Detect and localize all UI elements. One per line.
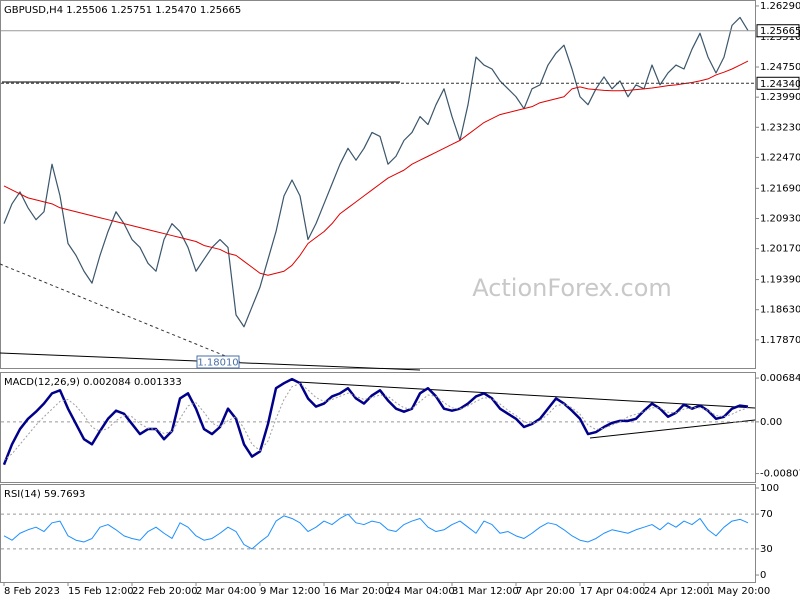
x-tick-label: 1 May 20:00	[708, 586, 770, 597]
series-line	[3, 16, 749, 328]
annotation: 1.18010	[197, 358, 238, 369]
x-tick-label: 8 Feb 2023	[4, 586, 60, 597]
y-tick-label: 1.17870	[760, 335, 800, 346]
price-label-box	[756, 76, 800, 90]
x-tick-label: 22 Feb 20:00	[132, 586, 198, 597]
y-tick-label: 0	[760, 570, 766, 581]
price-label: 1.24340	[760, 79, 800, 90]
y-tick-label: 1.20930	[760, 214, 800, 225]
y-tick-label: -0.008079	[760, 469, 800, 480]
rsi-panel	[0, 484, 756, 583]
y-tick-label: 70	[760, 509, 773, 520]
series-line	[3, 60, 749, 276]
x-tick-label: 9 Mar 12:00	[260, 586, 320, 597]
macd-trend-line	[297, 381, 756, 409]
y-tick-label: 1.18630	[760, 305, 800, 316]
annotation-box	[196, 355, 240, 369]
x-tick-label: 2 Mar 04:00	[196, 586, 256, 597]
panel-title: GBPUSD,H4 1.25506 1.25751 1.25470 1.2566…	[4, 5, 241, 16]
y-tick-label: 1.26290	[760, 1, 800, 12]
y-tick-label: 1.20170	[760, 244, 800, 255]
y-tick-label: 1.21690	[760, 183, 800, 194]
series-line	[2, 377, 749, 466]
panel-title: RSI(14) 59.7693	[4, 489, 85, 500]
series-line	[3, 383, 749, 461]
x-tick-label: 17 Apr 04:00	[580, 586, 645, 597]
y-tick-label: 0.00	[760, 417, 782, 428]
panel-title: MACD(12,26,9) 0.002084 0.001333	[4, 377, 182, 388]
y-tick-label: 0.006849	[760, 373, 800, 384]
x-tick-label: 31 Mar 12:00	[452, 586, 519, 597]
x-tick-label: 24 Apr 12:00	[644, 586, 709, 597]
y-tick-label: 1.23990	[760, 92, 800, 103]
y-tick-label: 1.19390	[760, 275, 800, 286]
series-line	[3, 513, 749, 550]
x-tick-label: 15 Feb 12:00	[68, 586, 134, 597]
macd-trend-line	[589, 419, 756, 439]
watermark: ActionForex.com	[472, 274, 672, 302]
y-tick-label: 1.24750	[760, 62, 800, 73]
y-tick-label: 1.25510	[760, 32, 800, 43]
price-label: 1.25665	[760, 26, 800, 37]
x-tick-label: 24 Mar 04:00	[388, 586, 455, 597]
macd-panel	[0, 372, 756, 483]
y-tick-label: 1.22470	[760, 152, 800, 163]
y-tick-label: 100	[760, 483, 779, 494]
y-tick-label: 1.23230	[760, 122, 800, 133]
x-tick-label: 7 Apr 20:00	[516, 586, 575, 597]
price-label-box	[756, 24, 800, 38]
y-tick-label: 30	[760, 544, 773, 555]
trend-line	[0, 263, 241, 363]
x-tick-label: 16 Mar 20:00	[324, 586, 391, 597]
